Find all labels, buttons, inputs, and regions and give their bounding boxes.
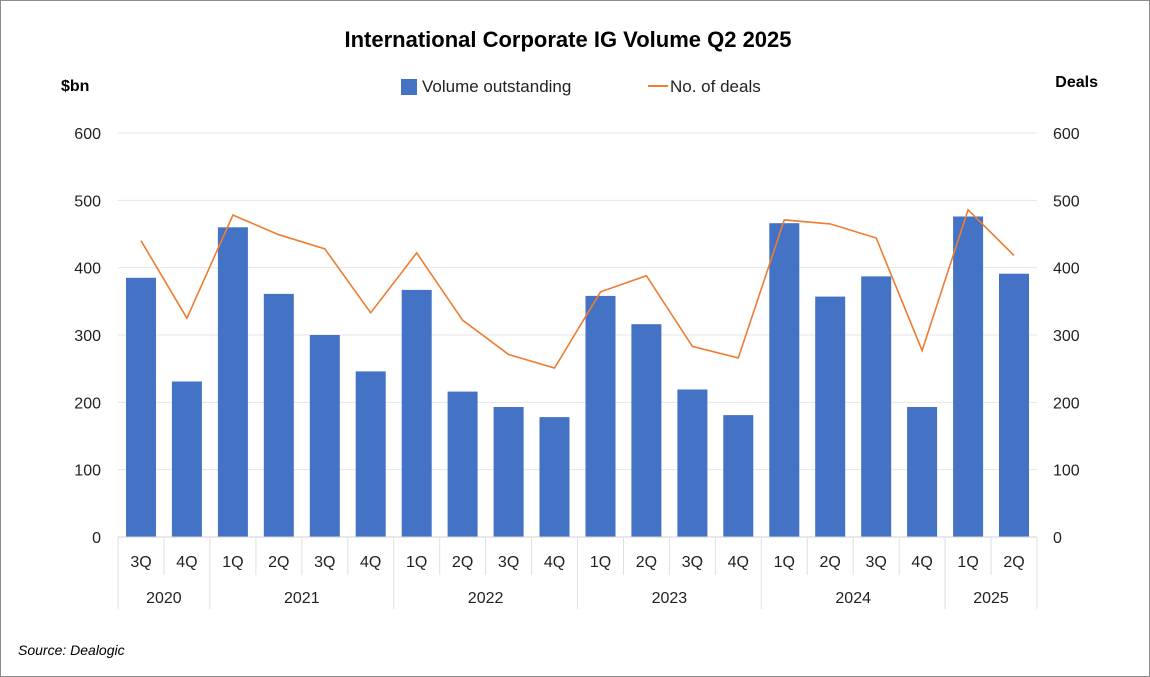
left-tick-label: 400 bbox=[74, 261, 101, 278]
bar-volume-6 bbox=[401, 289, 432, 537]
legend-swatch-volume bbox=[401, 79, 417, 95]
left-tick-label: 200 bbox=[74, 395, 101, 412]
year-label: 2024 bbox=[835, 590, 871, 607]
bar-volume-18 bbox=[953, 216, 984, 537]
year-label: 2023 bbox=[652, 590, 688, 607]
category-label: 3Q bbox=[866, 554, 887, 571]
legend-label-deals: No. of deals bbox=[670, 77, 761, 96]
line-series-deals bbox=[140, 208, 1015, 369]
bar-volume-2 bbox=[217, 227, 248, 538]
left-axis-unit-label: $bn bbox=[61, 78, 89, 95]
left-tick-label: 0 bbox=[92, 530, 101, 547]
gridlines bbox=[118, 132, 1037, 471]
bar-volume-10 bbox=[585, 295, 616, 537]
left-axis-ticks: 0 100 200 300 400 500 600 bbox=[74, 126, 101, 547]
category-label: 4Q bbox=[911, 554, 932, 571]
source-note: Source: Dealogic bbox=[18, 642, 125, 658]
category-label: 4Q bbox=[360, 554, 381, 571]
left-tick-label: 100 bbox=[74, 463, 101, 480]
left-tick-label: 500 bbox=[74, 193, 101, 210]
category-label: 2Q bbox=[452, 554, 473, 571]
bar-volume-1 bbox=[171, 381, 202, 537]
bar-volume-17 bbox=[907, 407, 938, 537]
category-label: 1Q bbox=[774, 554, 795, 571]
category-label: 2Q bbox=[820, 554, 841, 571]
bar-volume-16 bbox=[861, 276, 892, 537]
left-tick-label: 600 bbox=[74, 126, 101, 143]
x-axis: 3Q 4Q 1Q 2Q 3Q 4Q 1Q 2Q 3Q 4Q 1Q 2Q 3Q 4Q 1Q 2Q 3Q 4Q 1Q 2Q… bbox=[117, 536, 1038, 609]
year-label: 2022 bbox=[468, 590, 504, 607]
right-tick-label: 100 bbox=[1053, 463, 1080, 480]
bar-volume-0 bbox=[126, 277, 156, 537]
category-label: 1Q bbox=[222, 554, 243, 571]
right-tick-label: 0 bbox=[1053, 530, 1062, 547]
bar-volume-19 bbox=[999, 273, 1029, 537]
bar-volume-7 bbox=[447, 391, 478, 537]
chart-title: International Corporate IG Volume Q2 202… bbox=[344, 27, 791, 52]
category-label: 1Q bbox=[590, 554, 611, 571]
legend-label-volume: Volume outstanding bbox=[422, 77, 571, 96]
category-label: 3Q bbox=[314, 554, 335, 571]
category-label: 4Q bbox=[544, 554, 565, 571]
year-label: 2025 bbox=[973, 590, 1009, 607]
right-tick-label: 600 bbox=[1053, 126, 1080, 143]
category-label: 1Q bbox=[957, 554, 978, 571]
bar-volume-13 bbox=[723, 415, 754, 537]
category-label: 2Q bbox=[268, 554, 289, 571]
bar-volume-8 bbox=[493, 407, 524, 537]
category-label: 2Q bbox=[636, 554, 657, 571]
category-label: 2Q bbox=[1003, 554, 1024, 571]
bar-volume-15 bbox=[815, 296, 846, 537]
bar-volume-11 bbox=[631, 324, 662, 537]
right-tick-label: 300 bbox=[1053, 328, 1080, 345]
bar-volume-3 bbox=[263, 293, 294, 537]
category-label: 3Q bbox=[498, 554, 519, 571]
right-tick-label: 500 bbox=[1053, 193, 1080, 210]
bar-volume-12 bbox=[677, 389, 708, 537]
legend: Volume outstanding No. of deals bbox=[401, 77, 761, 96]
right-axis-unit-label: Deals bbox=[1055, 74, 1098, 91]
line-deals bbox=[140, 208, 1015, 369]
bar-volume-14 bbox=[769, 223, 800, 537]
year-label: 2021 bbox=[284, 590, 320, 607]
left-tick-label: 300 bbox=[74, 328, 101, 345]
category-label: 3Q bbox=[682, 554, 703, 571]
category-label: 3Q bbox=[130, 554, 151, 571]
right-tick-label: 400 bbox=[1053, 261, 1080, 278]
category-label: 1Q bbox=[406, 554, 427, 571]
category-label: 4Q bbox=[728, 554, 749, 571]
bar-series-volume bbox=[126, 216, 1029, 538]
right-tick-label: 200 bbox=[1053, 395, 1080, 412]
bar-volume-4 bbox=[309, 335, 340, 537]
right-axis-ticks: 0 100 200 300 400 500 600 bbox=[1053, 126, 1080, 547]
bar-volume-9 bbox=[539, 417, 570, 537]
bar-volume-5 bbox=[355, 371, 386, 537]
year-label: 2020 bbox=[146, 590, 182, 607]
category-label: 4Q bbox=[176, 554, 197, 571]
